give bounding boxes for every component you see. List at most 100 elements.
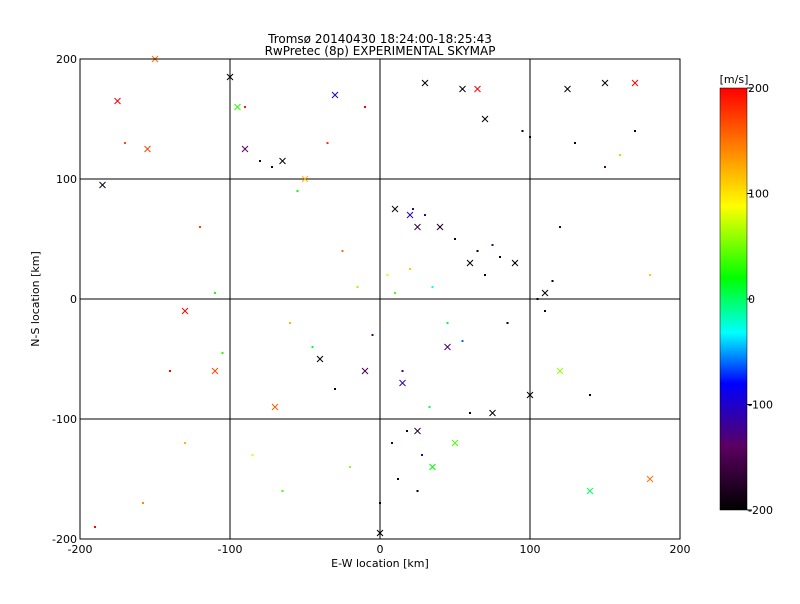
data-point-cross — [301, 175, 309, 183]
colorbar-tick-label: -200 — [748, 504, 773, 517]
data-point-dot — [461, 340, 464, 342]
x-tick-label: -200 — [68, 543, 93, 556]
data-point-dot — [349, 466, 351, 468]
x-tick-label: 200 — [670, 543, 691, 556]
data-point-dot — [199, 226, 201, 228]
data-point-dot — [506, 322, 509, 324]
data-point-dot — [551, 280, 554, 282]
data-point-dot — [341, 250, 344, 252]
data-point-cross — [241, 145, 249, 153]
colorbar-tick-label: 100 — [748, 188, 769, 201]
data-point-dot — [397, 478, 399, 480]
chart-subtitle: RwPretec (8p) EXPERIMENTAL SKYMAP — [265, 44, 496, 58]
data-point-cross — [414, 427, 421, 435]
data-point-cross — [211, 367, 219, 375]
colorbar — [719, 87, 748, 511]
data-point-cross — [391, 205, 399, 213]
data-point-dot — [326, 142, 329, 144]
data-point-cross — [444, 343, 451, 351]
data-point-dot — [391, 442, 393, 444]
x-axis-label: E-W location [km] — [331, 557, 429, 570]
grid-lines — [79, 58, 681, 540]
data-point-cross — [399, 379, 406, 387]
data-point-dot — [289, 322, 291, 324]
data-point-dot — [386, 274, 389, 276]
data-point-dot — [412, 208, 414, 210]
data-point-dot — [428, 406, 431, 408]
data-point-dot — [311, 346, 314, 348]
data-point-cross — [511, 259, 519, 267]
data-point-dot — [559, 226, 561, 228]
x-tick-label: -100 — [218, 543, 243, 556]
data-point-dot — [536, 298, 539, 300]
data-point-dot — [296, 190, 299, 192]
data-point-dot — [394, 292, 396, 294]
data-point-cross — [459, 85, 466, 93]
data-point-dot — [271, 166, 273, 168]
data-point-cross — [271, 403, 279, 411]
data-point-dot — [169, 370, 171, 372]
data-point-cross — [586, 487, 594, 495]
y-tick-label: 200 — [56, 53, 77, 66]
colorbar-label: [m/s] — [720, 73, 749, 86]
data-point-dot — [184, 442, 186, 444]
data-point-dot — [446, 322, 449, 324]
data-point-cross — [526, 391, 534, 399]
data-point-cross — [144, 145, 151, 153]
x-tick-labels: -200 -100 0 100 200 — [68, 543, 691, 556]
data-point-dot — [356, 286, 359, 288]
y-tick-labels: -200 -100 0 100 200 — [52, 53, 77, 546]
data-point-cross — [279, 157, 286, 165]
data-point-dot — [401, 370, 404, 372]
data-point-dot — [499, 256, 501, 258]
y-tick-label: 0 — [70, 293, 77, 306]
data-point-dot — [431, 286, 434, 288]
plot-frame — [79, 58, 681, 540]
data-point-cross — [466, 259, 474, 267]
data-point-cross — [451, 439, 459, 447]
data-point-cross — [114, 97, 121, 105]
data-point-cross — [421, 79, 429, 87]
data-point-dot — [619, 154, 621, 156]
data-point-cross — [564, 85, 571, 93]
data-point-dot — [484, 274, 486, 276]
data-point-dot — [476, 250, 479, 252]
data-point-dot — [529, 136, 531, 138]
data-point-dot — [244, 106, 246, 108]
data-point-dot — [421, 454, 423, 456]
data-point-dot — [409, 268, 411, 270]
data-points — [94, 55, 654, 537]
data-point-cross — [556, 367, 564, 375]
data-point-dot — [634, 130, 636, 132]
data-point-dot — [379, 502, 381, 504]
data-point-dot — [406, 430, 408, 432]
y-tick-label: -100 — [52, 413, 77, 426]
data-point-cross — [234, 103, 241, 111]
data-point-dot — [334, 388, 336, 390]
data-point-dot — [364, 106, 366, 108]
data-point-dot — [371, 334, 374, 336]
chart-title: Tromsø 20140430 18:24:00-18:25:43 — [267, 32, 492, 46]
data-point-cross — [181, 307, 189, 315]
data-point-cross — [646, 475, 654, 483]
data-point-cross — [541, 289, 549, 297]
data-point-cross — [429, 463, 436, 471]
data-point-cross — [99, 181, 106, 189]
data-point-cross — [474, 85, 481, 93]
data-point-dot — [94, 526, 96, 528]
data-point-dot — [574, 142, 576, 144]
data-point-dot — [416, 490, 419, 492]
data-point-dot — [251, 454, 254, 456]
data-point-cross — [414, 223, 421, 231]
data-point-cross — [316, 355, 324, 363]
data-point-cross — [331, 91, 339, 99]
y-tick-label: -200 — [52, 533, 77, 546]
data-point-dot — [649, 274, 651, 276]
data-point-cross — [631, 79, 639, 87]
data-point-dot — [259, 160, 261, 162]
data-point-cross — [489, 409, 496, 417]
data-point-cross — [376, 529, 384, 537]
data-point-dot — [142, 502, 144, 504]
